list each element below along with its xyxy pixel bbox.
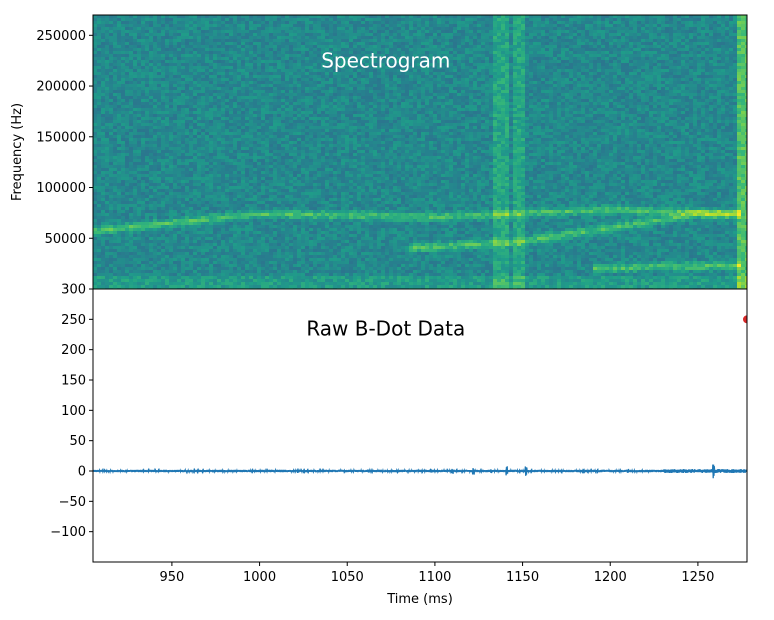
- bdot-y-ticks: −100 −50 0 50 100 150 200 250 300: [50, 283, 93, 540]
- bdot-x-label: Time (ms): [386, 592, 453, 607]
- bdot-title: Raw B-Dot Data: [306, 316, 465, 340]
- bdot-marker-point: [743, 315, 747, 324]
- bdot-y-tick-label: 150: [61, 374, 86, 389]
- bdot-y-tick-label: 300: [61, 283, 86, 298]
- bdot-panel: −100 −50 0 50 100 150 200 250 300 950 1000 1050 110…: [50, 283, 748, 607]
- spec-y-tick-label: 100000: [36, 181, 86, 196]
- spectrogram-title: Spectrogram: [321, 49, 450, 73]
- bdot-y-tick-label: 0: [78, 465, 86, 480]
- bdot-y-tick-label: 250: [61, 313, 86, 328]
- bdot-y-tick-label: 50: [69, 434, 86, 449]
- spec-y-tick-label: 150000: [36, 130, 86, 145]
- bdot-y-tick-label: −50: [59, 495, 86, 510]
- spec-y-tick-label: 50000: [45, 232, 86, 247]
- bdot-x-tick-label: 1200: [594, 570, 627, 585]
- bdot-x-tick-label: 1050: [331, 570, 364, 585]
- bdot-x-tick-label: 950: [159, 570, 184, 585]
- spectrogram-panel: 50000 100000 150000 200000 250000 Spectrogra…: [10, 14, 748, 290]
- bdot-frame: [92, 288, 748, 563]
- bdot-series-line: [93, 464, 747, 479]
- spec-y-tick-label: 250000: [36, 29, 86, 44]
- bdot-x-tick-label: 1000: [243, 570, 276, 585]
- bdot-x-tick-label: 1250: [681, 570, 714, 585]
- bdot-x-tick-label: 1100: [418, 570, 451, 585]
- spectrogram-y-label: Frequency (Hz): [10, 103, 25, 201]
- bdot-y-tick-label: 200: [61, 343, 86, 358]
- bdot-series: [93, 315, 747, 479]
- bdot-x-tick-label: 1150: [506, 570, 539, 585]
- spec-y-tick-label: 200000: [36, 80, 86, 95]
- spectrogram-image: [93, 15, 747, 289]
- bdot-y-tick-label: 100: [61, 404, 86, 419]
- bdot-x-ticks: 950 1000 1050 1100 1150 1200 1250: [159, 562, 714, 585]
- spectrogram-y-ticks: 50000 100000 150000 200000 250000: [36, 29, 93, 247]
- bdot-y-tick-label: −100: [50, 525, 86, 540]
